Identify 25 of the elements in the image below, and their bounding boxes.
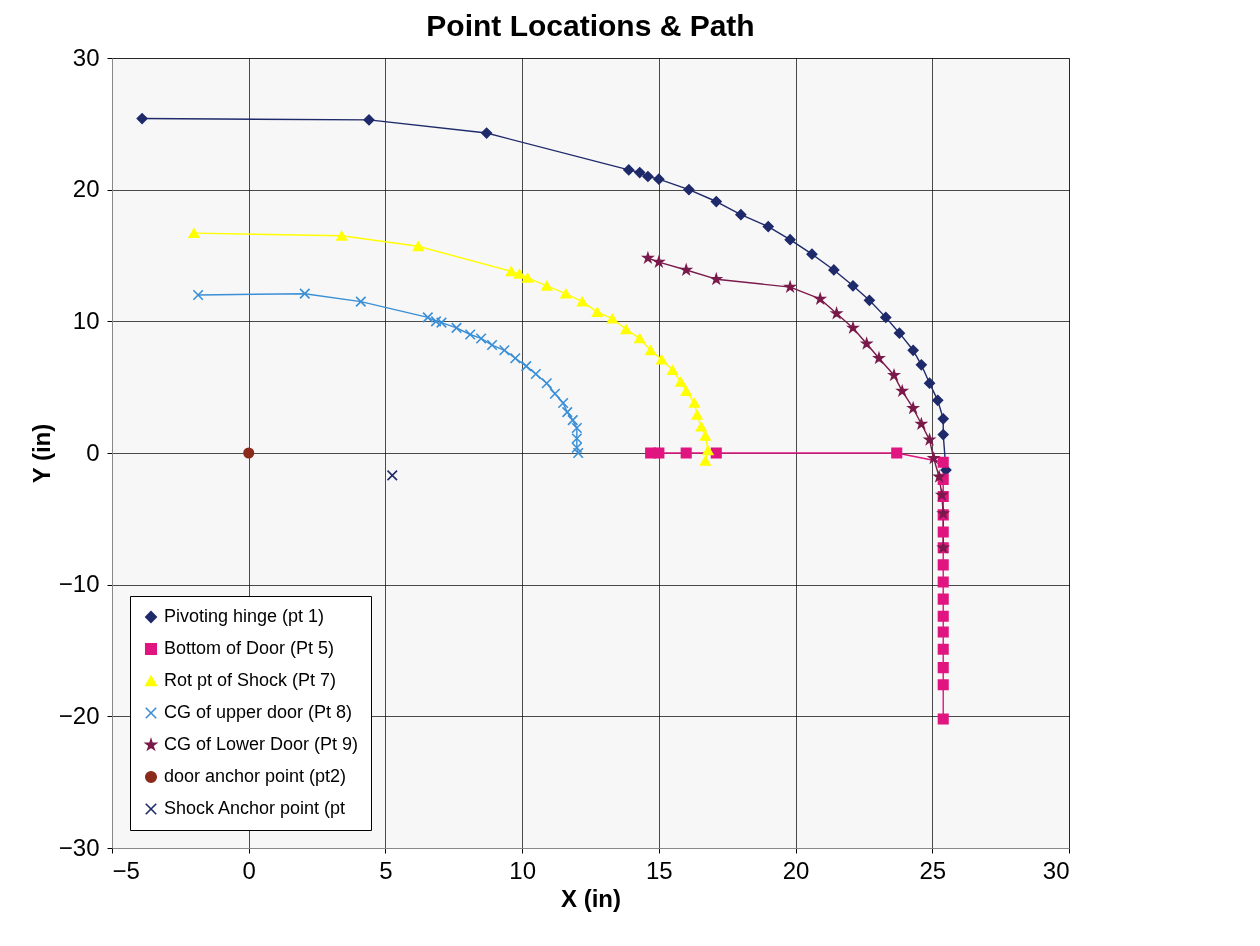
- x-tick-label: 20: [782, 856, 810, 884]
- y-tick-label: 0: [86, 438, 100, 466]
- y-tick-label: −10: [58, 570, 100, 598]
- legend-label: CG of Lower Door (Pt 9): [164, 734, 359, 754]
- y-tick-label: −20: [58, 701, 100, 729]
- x-tick-label: 10: [509, 856, 536, 884]
- legend-label: Bottom of Door (Pt 5): [164, 638, 335, 658]
- x-axis-title: X (in): [561, 884, 621, 912]
- y-tick-label: 30: [72, 43, 100, 71]
- x-tick-label: 30: [1042, 856, 1070, 884]
- legend-label: door anchor point (pt2): [164, 766, 347, 786]
- y-tick-label: 20: [72, 175, 100, 203]
- x-tick-label: 25: [919, 856, 947, 884]
- y-tick-label: −30: [58, 833, 100, 861]
- x-tick-label: 0: [242, 856, 256, 884]
- legend-label: Pivoting hinge (pt 1): [164, 606, 325, 626]
- legend-label: Rot pt of Shock (Pt 7): [164, 670, 337, 690]
- x-tick-label: 15: [646, 856, 673, 884]
- x-tick-label: 5: [379, 856, 393, 884]
- y-tick-label: 10: [72, 306, 100, 334]
- chart-title: Point Locations & Path: [426, 9, 755, 42]
- legend-label: Shock Anchor point (pt: [164, 798, 346, 818]
- y-axis-title: Y (in): [27, 423, 55, 484]
- x-tick-label: −5: [112, 856, 140, 884]
- legend-label: CG of upper door (Pt 8): [164, 702, 353, 722]
